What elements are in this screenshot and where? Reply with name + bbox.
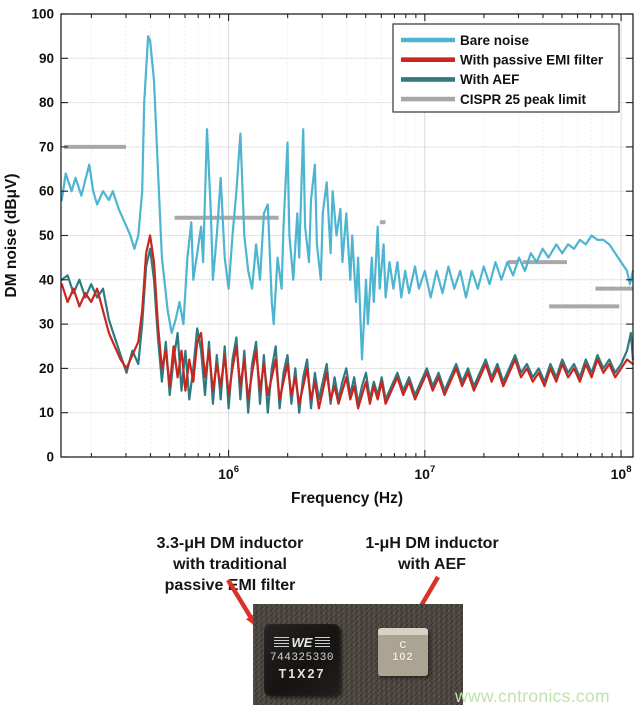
aef-inductor-label-line2: with AEF — [398, 556, 466, 573]
svg-text:30: 30 — [39, 317, 54, 332]
passive-inductor-component: WE 744325330 T1X27 — [264, 624, 340, 696]
aef-inductor-component: C 102 — [378, 628, 428, 676]
svg-text:108: 108 — [611, 464, 632, 482]
emi-noise-chart: 0 10 20 30 40 50 60 70 80 90 100 106 107 108 Frequency… — [3, 7, 635, 507]
legend-label: With passive EMI filter — [460, 53, 604, 68]
inductor-photo: WE 744325330 T1X27 C 102 — [253, 604, 463, 705]
x-tick-labels: 106 107 108 — [218, 464, 631, 482]
part-number-text: 744325330 — [270, 652, 334, 664]
axis-ticks — [61, 13, 633, 458]
svg-text:20: 20 — [39, 361, 54, 376]
passive-inductor-label-line2: with traditional — [173, 556, 287, 573]
passive-inductor-label-line3: passive EMI filter — [164, 577, 296, 594]
marking-text: T1X27 — [278, 667, 326, 681]
svg-text:70: 70 — [39, 139, 54, 154]
aef-inductor-label-line1: 1-μH DM inductor — [365, 535, 499, 552]
component-marking-line1: C — [399, 640, 407, 651]
series-bare-noise — [60, 35, 635, 361]
passive-inductor-label: 3.3-μH DM inductor with traditional pass… — [135, 533, 325, 596]
we-logo-stripes-icon — [315, 637, 331, 647]
we-logo: WE — [291, 634, 313, 650]
cispr-limit-lines — [63, 144, 633, 309]
y-axis-label: DM noise (dBμV) — [3, 173, 20, 297]
grid — [61, 14, 633, 457]
svg-text:106: 106 — [218, 464, 239, 482]
component-marking-line2: 102 — [392, 651, 414, 663]
series-with-aef — [60, 247, 635, 414]
legend: Bare noise With passive EMI filter With AE… — [392, 23, 620, 113]
we-logo-stripes-icon — [273, 637, 289, 647]
svg-text:50: 50 — [39, 228, 54, 243]
svg-text:107: 107 — [414, 464, 435, 482]
legend-label: Bare noise — [460, 33, 530, 48]
svg-text:80: 80 — [39, 95, 54, 110]
svg-text:100: 100 — [31, 7, 54, 22]
svg-text:90: 90 — [39, 51, 54, 66]
passive-inductor-label-line1: 3.3-μH DM inductor — [156, 535, 304, 552]
svg-text:60: 60 — [39, 184, 54, 199]
watermark: www.cntronics.com — [455, 686, 610, 706]
svg-text:10: 10 — [39, 405, 54, 420]
svg-text:0: 0 — [46, 450, 54, 465]
series-with-passive-emi-filter — [60, 234, 635, 410]
y-tick-labels: 0 10 20 30 40 50 60 70 80 90 100 — [31, 7, 54, 465]
legend-label: With AEF — [460, 72, 519, 87]
aef-inductor-label: 1-μH DM inductor with AEF — [349, 533, 515, 575]
legend-label: CISPR 25 peak limit — [460, 92, 587, 107]
svg-text:40: 40 — [39, 272, 54, 287]
x-axis-label: Frequency (Hz) — [291, 490, 403, 507]
